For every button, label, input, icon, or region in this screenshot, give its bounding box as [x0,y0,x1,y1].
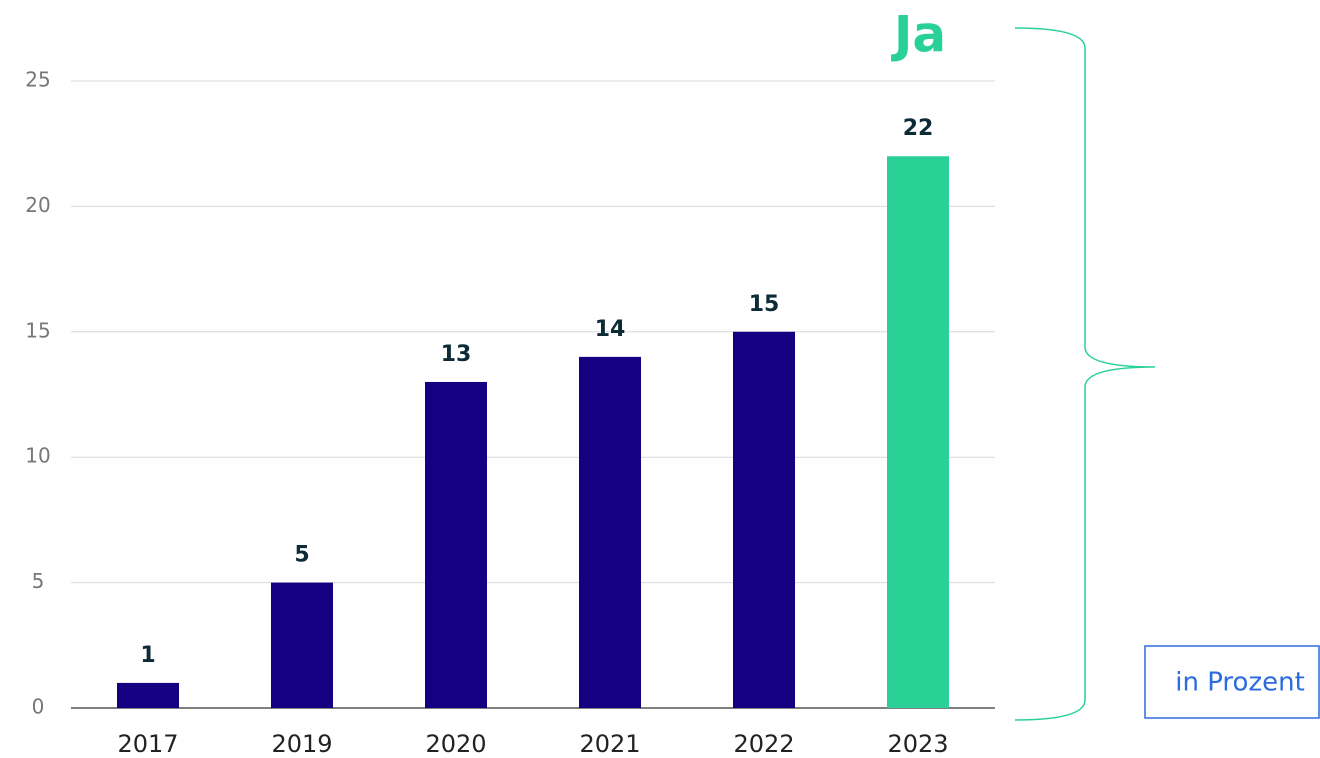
data-label: 22 [903,116,934,141]
x-tick-label: 2022 [733,730,794,758]
x-tick-label: 2023 [887,730,948,758]
data-label: 1 [140,643,155,668]
y-tick-label: 15 [25,318,50,342]
y-tick-label: 20 [25,193,50,217]
y-tick-label: 10 [25,444,50,468]
bar [271,582,333,708]
bracket [1014,27,1156,721]
bar [117,682,179,708]
data-label: 5 [294,543,309,568]
x-tick-label: 2017 [117,730,178,758]
y-tick-label: 25 [25,68,50,92]
y-tick-label: 5 [32,569,45,593]
y-tick-label: 0 [32,695,45,719]
x-tick-label: 2019 [271,730,332,758]
data-label: 14 [595,317,626,342]
bar [733,331,795,708]
x-tick-label: 2021 [579,730,640,758]
unit-label: in Prozent [1175,668,1305,698]
x-tick-label: 2020 [425,730,486,758]
data-label: 15 [749,292,780,317]
data-label: 13 [441,342,472,367]
bar [887,156,949,709]
unit-box [1144,645,1320,719]
bar [425,381,487,708]
annotation-ja: Ja [891,6,946,64]
bar [579,356,641,708]
